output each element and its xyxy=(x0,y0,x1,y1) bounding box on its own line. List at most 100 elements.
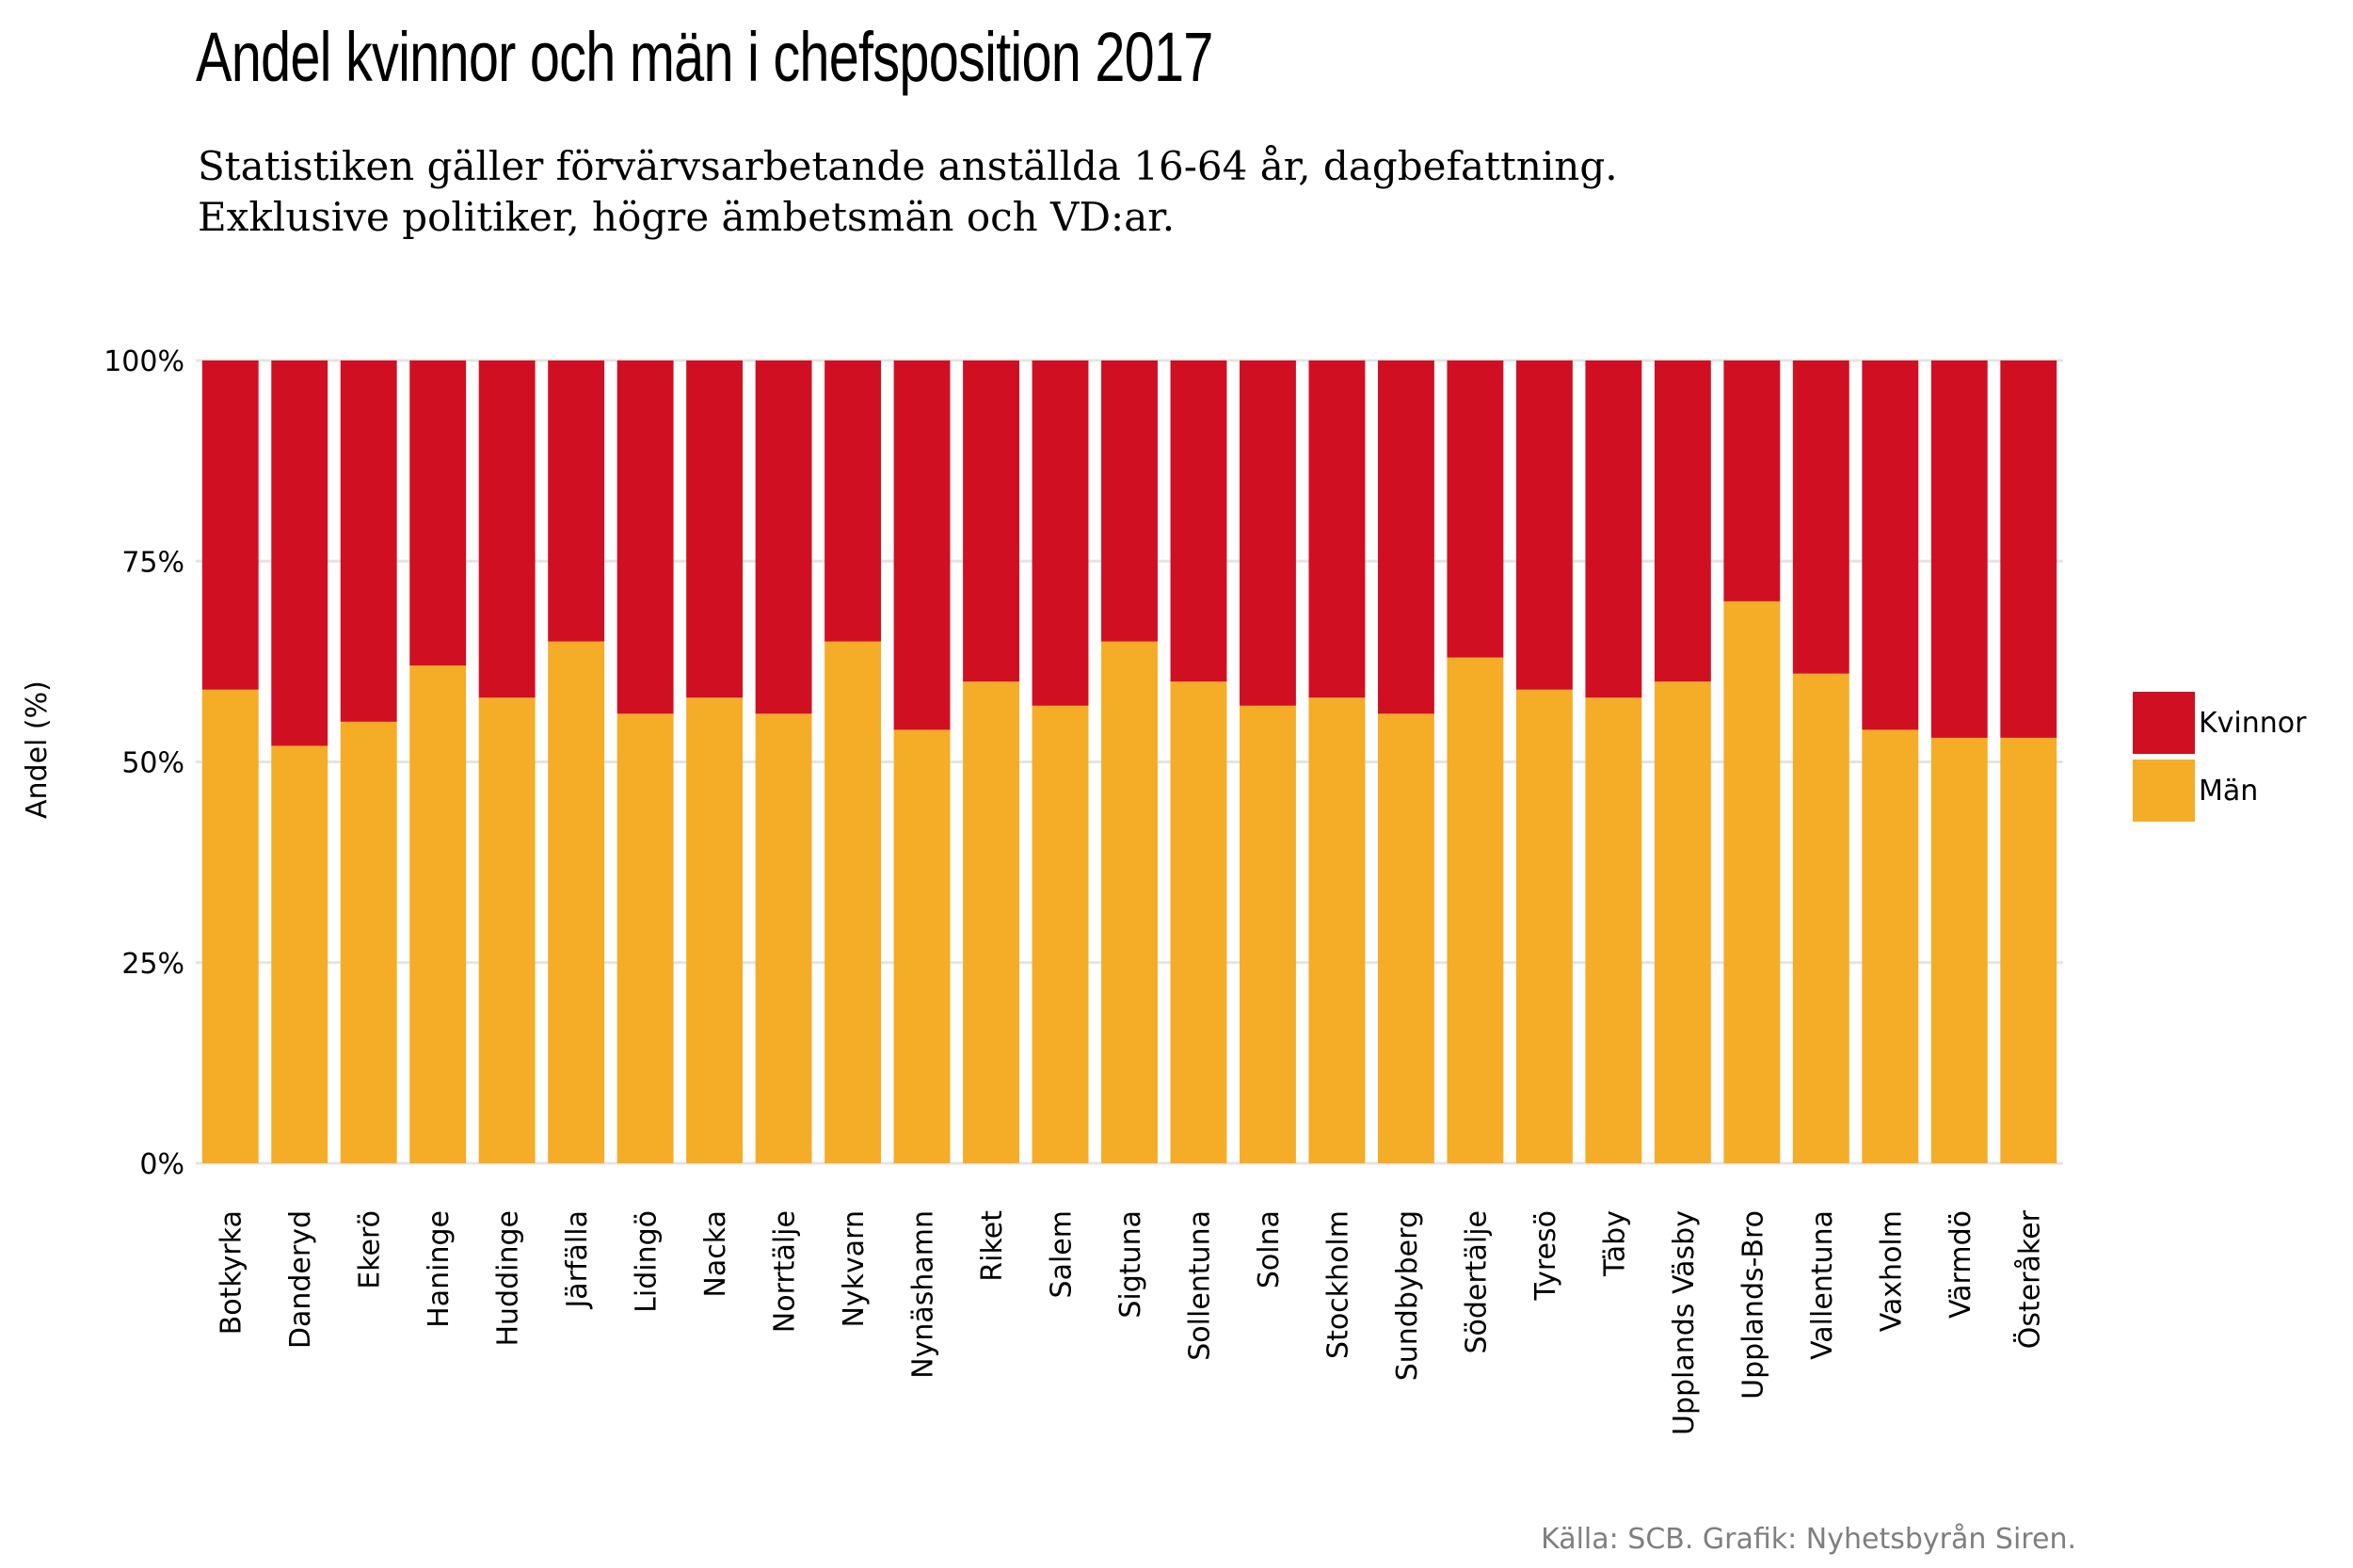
bar-kvinnor-25 xyxy=(1930,360,1988,738)
x-tick-label-13: Sigtuna xyxy=(1114,1210,1147,1319)
bar-kvinnor-15 xyxy=(1240,360,1296,706)
x-tick-label-19: Tyresö xyxy=(1529,1210,1562,1302)
x-tick-label-3: Haninge xyxy=(423,1210,456,1328)
bar-man-8 xyxy=(755,713,812,1163)
bar-man-15 xyxy=(1240,705,1296,1163)
y-tick-label-25: 25% xyxy=(121,948,184,981)
x-tick-label-7: Nacka xyxy=(699,1210,732,1298)
bar-kvinnor-20 xyxy=(1585,360,1642,698)
bar-man-11 xyxy=(963,681,1019,1163)
bar-man-4 xyxy=(478,697,536,1163)
x-tick-label-17: Sundbyberg xyxy=(1391,1210,1424,1381)
bar-man-6 xyxy=(616,713,674,1163)
legend-item-kvinnor: Kvinnor xyxy=(2133,689,2306,757)
bar-kvinnor-4 xyxy=(478,360,536,698)
bar-man-17 xyxy=(1377,713,1434,1163)
chart-subtitle-line-2: Exklusive politiker, högre ämbetsmän och… xyxy=(198,194,1176,240)
x-tick-label-5: Järfälla xyxy=(561,1210,594,1310)
x-tick-label-6: Lidingö xyxy=(631,1210,664,1313)
x-tick-label-14: Sollentuna xyxy=(1183,1210,1216,1361)
bar-kvinnor-24 xyxy=(1862,360,1919,730)
bar-kvinnor-8 xyxy=(755,360,812,714)
bar-man-3 xyxy=(409,665,467,1163)
bar-kvinnor-22 xyxy=(1723,360,1781,601)
x-tick-label-16: Stockholm xyxy=(1321,1210,1354,1359)
x-tick-label-25: Värmdö xyxy=(1945,1210,1977,1319)
bar-man-18 xyxy=(1447,657,1504,1163)
x-tick-label-21: Upplands Väsby xyxy=(1668,1210,1701,1435)
bar-man-24 xyxy=(1862,729,1919,1163)
legend-swatch-man xyxy=(2133,760,2195,822)
x-tick-label-9: Nykvarn xyxy=(838,1210,871,1328)
bar-kvinnor-9 xyxy=(824,360,882,642)
bar-kvinnor-1 xyxy=(271,360,328,746)
x-tick-label-22: Upplands-Bro xyxy=(1737,1210,1769,1400)
x-tick-label-15: Solna xyxy=(1253,1210,1286,1288)
bar-kvinnor-0 xyxy=(201,360,259,690)
bar-man-0 xyxy=(201,689,259,1163)
y-axis-ticks: 0% 25% 50% 75% 100% xyxy=(104,345,184,1181)
legend-swatch-kvinnor xyxy=(2133,692,2195,754)
y-tick-label-100: 100% xyxy=(104,345,184,378)
x-tick-label-26: Österåker xyxy=(2012,1209,2046,1349)
x-tick-label-4: Huddinge xyxy=(492,1210,525,1347)
bar-man-10 xyxy=(893,729,951,1163)
x-tick-label-0: Botkyrka xyxy=(216,1210,248,1335)
x-tick-label-11: Riket xyxy=(976,1210,1009,1282)
legend-label-man: Män xyxy=(2199,774,2259,808)
chart-title: Andel kvinnor och män i chefsposition 20… xyxy=(196,18,1213,96)
bar-man-20 xyxy=(1585,697,1642,1163)
x-tick-label-10: Nynäshamn xyxy=(907,1210,940,1379)
y-tick-label-75: 75% xyxy=(121,546,184,579)
x-tick-label-2: Ekerö xyxy=(354,1210,387,1289)
bar-man-25 xyxy=(1930,737,1988,1163)
bar-kvinnor-11 xyxy=(963,360,1019,682)
bar-man-13 xyxy=(1101,641,1158,1163)
legend-item-man: Män xyxy=(2133,757,2306,824)
bars xyxy=(201,360,2057,1163)
bar-kvinnor-5 xyxy=(548,360,605,642)
bar-kvinnor-13 xyxy=(1101,360,1158,642)
bar-kvinnor-6 xyxy=(616,360,674,714)
bar-man-5 xyxy=(548,641,605,1163)
bar-kvinnor-14 xyxy=(1170,360,1227,682)
bar-man-7 xyxy=(686,697,744,1163)
bar-kvinnor-19 xyxy=(1515,360,1573,690)
bar-man-23 xyxy=(1792,673,1849,1163)
bar-kvinnor-3 xyxy=(409,360,467,666)
x-axis-ticks: Botkyrka Danderyd Ekerö Haninge Huddinge Järf… xyxy=(216,1209,2047,1435)
bar-kvinnor-16 xyxy=(1308,360,1366,698)
bar-kvinnor-23 xyxy=(1792,360,1849,674)
bar-kvinnor-7 xyxy=(686,360,744,698)
bar-man-26 xyxy=(2000,737,2057,1163)
x-tick-label-12: Salem xyxy=(1046,1210,1079,1298)
x-tick-label-8: Norrtälje xyxy=(769,1210,802,1333)
bar-man-1 xyxy=(271,745,328,1163)
bar-man-2 xyxy=(340,721,397,1163)
bar-man-22 xyxy=(1723,600,1781,1163)
bar-kvinnor-21 xyxy=(1654,360,1711,682)
legend-label-kvinnor: Kvinnor xyxy=(2199,706,2307,740)
x-tick-label-1: Danderyd xyxy=(284,1210,317,1349)
bar-kvinnor-26 xyxy=(2000,360,2057,738)
bar-kvinnor-10 xyxy=(893,360,951,730)
bar-man-14 xyxy=(1170,681,1227,1163)
bar-kvinnor-17 xyxy=(1377,360,1434,714)
x-tick-label-24: Vaxholm xyxy=(1875,1210,1908,1332)
bar-kvinnor-18 xyxy=(1447,360,1504,658)
bar-kvinnor-12 xyxy=(1032,360,1089,706)
x-tick-label-20: Täby xyxy=(1598,1210,1631,1277)
x-tick-label-18: Södertälje xyxy=(1460,1210,1493,1354)
bar-man-9 xyxy=(824,641,882,1163)
source-caption: Källa: SCB. Grafik: Nyhetsbyrån Siren. xyxy=(1541,1523,2076,1556)
bar-man-12 xyxy=(1032,705,1089,1163)
y-tick-label-0: 0% xyxy=(139,1148,184,1181)
bar-man-21 xyxy=(1654,681,1711,1163)
chart-subtitle-line-1: Statistiken gäller förvärvsarbetande ans… xyxy=(198,143,1618,189)
y-tick-label-50: 50% xyxy=(121,747,184,780)
bar-kvinnor-2 xyxy=(340,360,397,722)
x-tick-label-23: Vallentuna xyxy=(1806,1210,1839,1360)
bar-man-16 xyxy=(1308,697,1366,1163)
bar-man-19 xyxy=(1515,689,1573,1163)
